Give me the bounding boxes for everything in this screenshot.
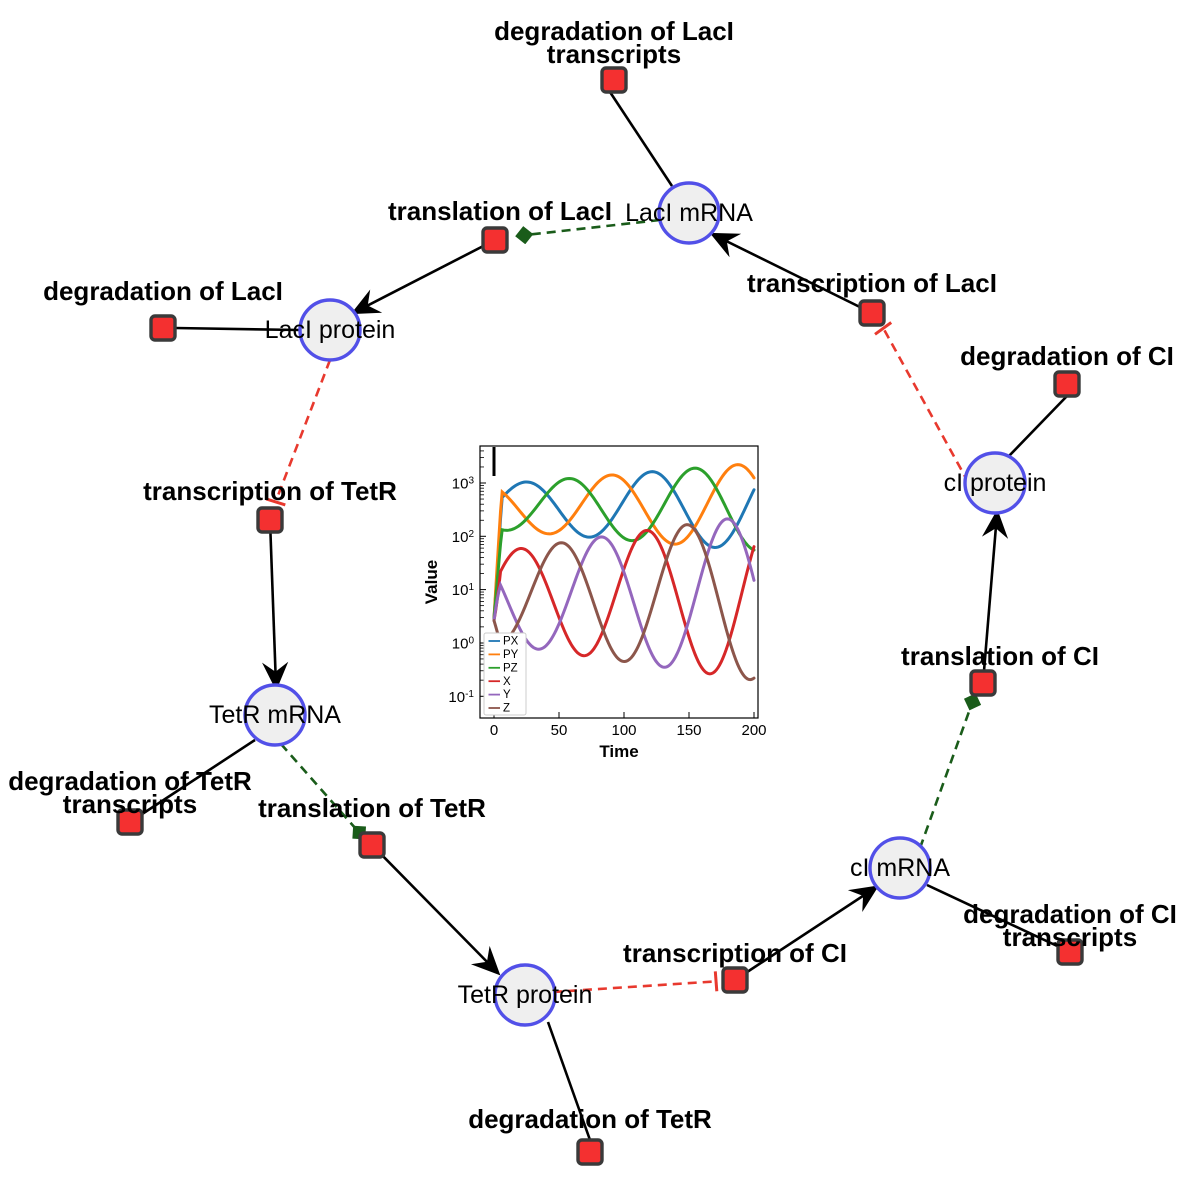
svg-text:101: 101 [452,582,475,599]
svg-text:degradation of TetR: degradation of TetR [468,1104,712,1134]
svg-text:Y: Y [503,689,511,701]
svg-text:PZ: PZ [503,662,518,674]
svg-text:PY: PY [503,649,519,661]
svg-text:LacI protein: LacI protein [265,316,396,344]
svg-text:transcription of TetR: transcription of TetR [143,476,397,506]
svg-text:10-1: 10-1 [448,689,474,706]
svg-text:50: 50 [551,722,568,739]
svg-text:LacI mRNA: LacI mRNA [625,199,753,227]
svg-text:Z: Z [503,703,510,715]
svg-text:transcription of LacI: transcription of LacI [747,268,997,298]
svg-text:Value: Value [422,560,441,604]
svg-text:PX: PX [503,636,519,648]
svg-text:translation of CI: translation of CI [901,641,1099,671]
svg-text:transcripts: transcripts [63,789,197,819]
svg-text:translation of LacI: translation of LacI [388,196,612,226]
svg-text:X: X [503,676,511,688]
svg-text:transcription of CI: transcription of CI [623,938,847,968]
svg-text:degradation of CI: degradation of CI [960,341,1174,371]
svg-text:Time: Time [599,742,638,761]
svg-text:150: 150 [676,722,701,739]
svg-text:transcripts: transcripts [547,39,681,69]
svg-text:degradation of LacI: degradation of LacI [43,276,283,306]
svg-text:transcripts: transcripts [1003,922,1137,952]
svg-text:100: 100 [452,636,475,653]
svg-text:103: 103 [452,476,475,493]
svg-text:cI protein: cI protein [944,469,1047,497]
svg-text:200: 200 [741,722,766,739]
svg-text:100: 100 [611,722,636,739]
svg-text:TetR mRNA: TetR mRNA [209,701,341,729]
svg-text:cI mRNA: cI mRNA [850,854,950,882]
svg-text:translation of TetR: translation of TetR [258,793,486,823]
svg-text:TetR protein: TetR protein [458,981,593,1009]
svg-text:0: 0 [490,722,498,739]
svg-text:102: 102 [452,529,475,546]
